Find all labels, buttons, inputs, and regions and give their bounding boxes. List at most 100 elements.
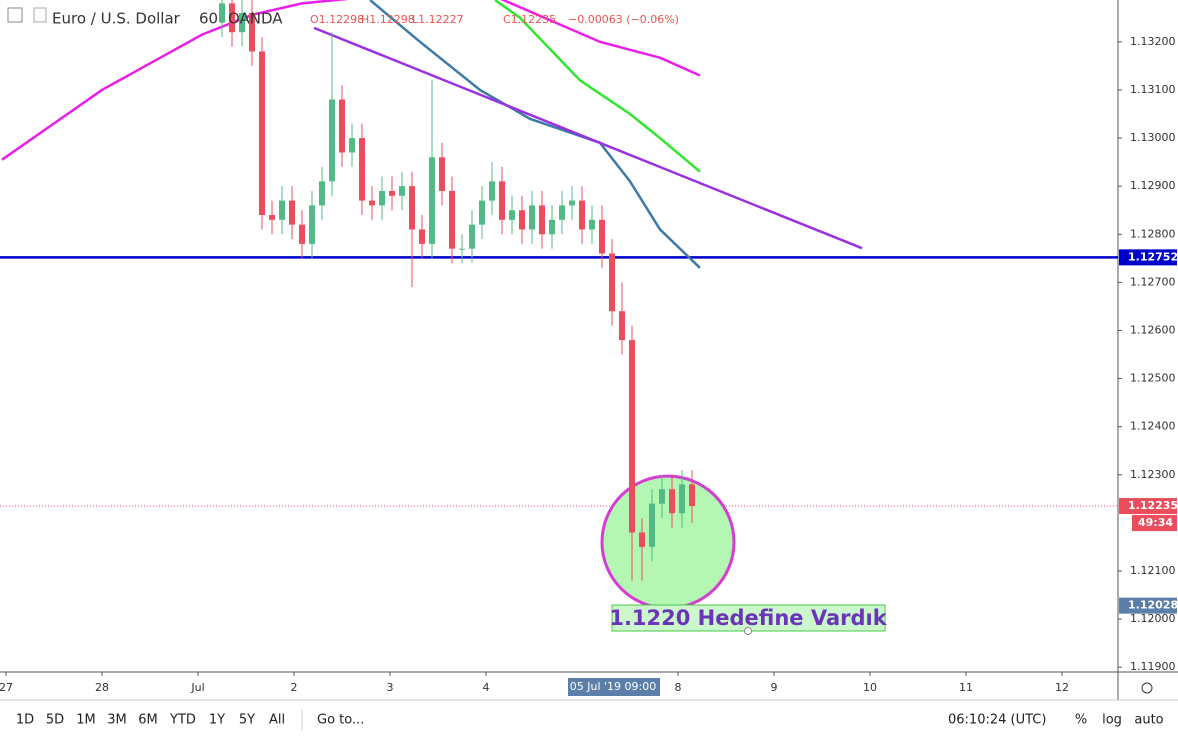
settings-icon[interactable] <box>1141 682 1153 694</box>
last-price-label-box <box>1119 498 1177 515</box>
ohlc-open: O1.12298 <box>310 13 364 26</box>
candle-body <box>639 532 645 547</box>
y-tick-label: 1.12400 <box>1130 420 1176 433</box>
candle-body <box>419 229 425 244</box>
candle-body <box>299 224 305 244</box>
candle-body <box>449 190 455 249</box>
candle-body <box>499 181 505 220</box>
x-tick-label: 11 <box>959 681 973 694</box>
last-price-label: 1.12235 <box>1128 499 1178 512</box>
crosshair-price-box <box>1119 597 1177 614</box>
candle-body <box>229 3 235 33</box>
candle-body <box>389 190 395 196</box>
crosshair-time-box <box>568 678 660 696</box>
range-button[interactable]: All <box>269 713 285 728</box>
annotation-text: 1.1220 Hedefine Vardık <box>609 606 887 630</box>
candle-body <box>609 253 615 312</box>
candle-body <box>539 205 545 235</box>
candle-body <box>439 157 445 191</box>
candle-body <box>269 215 275 220</box>
candle-body <box>279 200 285 220</box>
candle-body <box>489 181 495 201</box>
y-tick-label: 1.13100 <box>1130 83 1176 96</box>
y-tick-label: 1.12800 <box>1130 227 1176 240</box>
indicator-line <box>313 26 863 250</box>
candle-body <box>409 186 415 230</box>
candle-body <box>379 190 385 206</box>
y-tick-label: 1.12000 <box>1130 612 1176 625</box>
range-button[interactable]: YTD <box>169 713 196 728</box>
range-button[interactable]: 6M <box>138 713 158 728</box>
candle-body <box>549 219 555 235</box>
expand-icon[interactable] <box>7 7 23 23</box>
candle-body <box>349 138 355 153</box>
y-tick-label: 1.12500 <box>1130 372 1176 385</box>
candle-body <box>239 12 245 33</box>
candle-body <box>659 489 665 504</box>
indicator-line <box>494 0 701 173</box>
target-circle <box>600 474 736 610</box>
countdown: 49:34 <box>1138 516 1173 529</box>
range-button[interactable]: 3M <box>107 713 127 728</box>
range-button[interactable]: 1Y <box>209 713 225 728</box>
y-tick-label: 1.12100 <box>1130 564 1176 577</box>
x-tick-label: 10 <box>863 681 877 694</box>
candle-body <box>339 99 345 153</box>
clock: 06:10:24 (UTC) <box>948 713 1046 728</box>
x-tick-label: 9 <box>771 681 778 694</box>
candle-body <box>359 138 365 201</box>
candle-body <box>569 200 575 206</box>
option-button[interactable]: auto <box>1134 713 1163 728</box>
hline-label: 1.12752 <box>1128 250 1178 263</box>
y-tick-label: 1.12300 <box>1130 468 1176 481</box>
range-button[interactable]: 5Y <box>239 713 255 728</box>
candle-body <box>249 12 255 52</box>
candle-body <box>649 503 655 547</box>
candle-body <box>259 51 265 216</box>
hline-label-box <box>1119 249 1177 266</box>
symbol: Euro / U.S. Dollar <box>52 10 181 28</box>
interval: 60 <box>199 10 218 28</box>
candle-body <box>559 205 565 220</box>
candle-body <box>509 210 515 220</box>
goto-button[interactable]: Go to... <box>317 713 364 728</box>
y-tick-label: 1.11900 <box>1130 660 1176 673</box>
y-tick-label: 1.13200 <box>1130 35 1176 48</box>
candle-body <box>519 210 525 230</box>
candle-body <box>689 484 695 507</box>
countdown-box <box>1132 515 1177 532</box>
x-tick-label: 3 <box>387 681 394 694</box>
ohlc-close: C1.12235 <box>503 13 556 26</box>
overlay: Euro / U.S. Dollar 60 OANDA O1.12298 H1.… <box>7 7 1153 694</box>
y-tick-label: 1.12700 <box>1130 275 1176 288</box>
candle-body <box>309 205 315 244</box>
candle-body <box>479 200 485 225</box>
candle-body <box>579 200 585 230</box>
annotation-box <box>611 604 886 632</box>
candle-body <box>599 219 605 254</box>
option-button[interactable]: % <box>1075 713 1087 728</box>
candle-body <box>529 205 535 230</box>
crosshair-price-label: 1.12028 <box>1128 599 1178 612</box>
indicator-line <box>1 0 701 161</box>
range-button[interactable]: 1D <box>16 713 34 728</box>
range-button[interactable]: 5D <box>46 713 64 728</box>
x-tick-label: 8 <box>675 681 682 694</box>
candle-body <box>669 489 675 514</box>
x-tick-label: 27 <box>0 681 13 694</box>
candle-body <box>589 219 595 230</box>
range-button[interactable]: 1M <box>76 713 96 728</box>
candle-body <box>289 200 295 225</box>
candle-body <box>219 3 225 23</box>
candle-body <box>459 248 465 250</box>
x-tick-label: 28 <box>95 681 109 694</box>
option-button[interactable]: log <box>1102 713 1122 728</box>
candle-body <box>329 99 335 182</box>
ohlc-change: −0.00063 (−0.06%) <box>568 13 679 26</box>
annotation-anchor <box>744 627 752 635</box>
candle-body <box>399 186 405 196</box>
candle-body <box>319 181 325 206</box>
collapse-icon[interactable] <box>33 7 47 23</box>
